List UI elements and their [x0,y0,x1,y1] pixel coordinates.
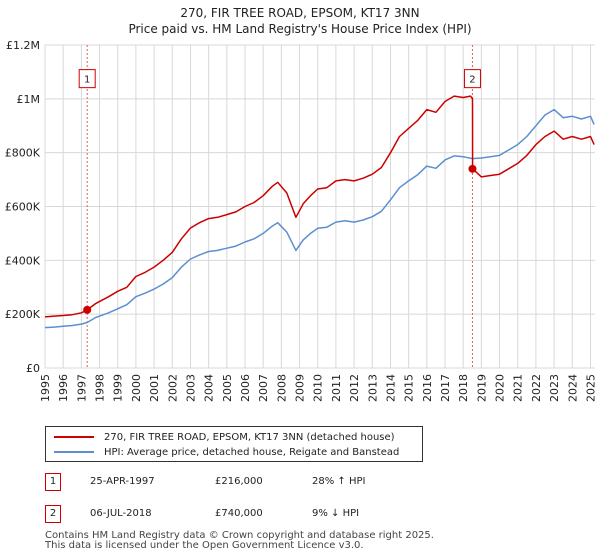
x-tick-label: 1995 [39,374,52,402]
legend: 270, FIR TREE ROAD, EPSOM, KT17 3NN (det… [45,426,423,462]
x-tick-label: 2014 [384,374,397,402]
x-tick-label: 2005 [221,374,234,402]
y-tick-label: £1M [17,93,41,106]
sale-point [83,305,92,314]
x-tick-label: 2024 [566,374,579,402]
y-tick-label: £600K [5,201,41,214]
x-tick-label: 2013 [366,374,379,402]
x-tick-label: 2002 [166,374,179,402]
legend-swatch-price [54,436,94,438]
legend-item-hpi: HPI: Average price, detached house, Reig… [54,445,399,459]
transaction-hpi: 9% ↓ HPI [312,508,360,519]
transaction-row: 1 25-APR-1997 £216,000 28% ↑ HPI [45,473,585,493]
x-tick-label: 2003 [184,374,197,402]
x-tick-label: 2018 [457,374,470,402]
series-layer [44,95,595,329]
sale-marker-label: 1 [84,75,90,86]
legend-swatch-hpi [54,451,94,453]
y-tick-label: £1.2M [6,39,40,52]
x-tick-label: 2022 [530,374,543,402]
sale-marker-label: 2 [469,75,475,86]
legend-item-price: 270, FIR TREE ROAD, EPSOM, KT17 3NN (det… [54,430,395,444]
legend-label-price: 270, FIR TREE ROAD, EPSOM, KT17 3NN (det… [104,431,395,443]
x-tick-label: 2008 [275,374,288,402]
chart-subtitle: Price paid vs. HM Land Registry's House … [128,22,472,36]
transaction-price: £740,000 [215,508,263,519]
x-tick-label: 2012 [348,374,361,402]
chart-title-line: 270, FIR TREE ROAD, EPSOM, KT17 3NN [180,6,420,20]
y-tick-label: £400K [5,254,41,267]
x-tick-label: 2023 [548,374,561,402]
x-tick-label: 2004 [203,374,216,402]
axis-layer: £0 £200K £400K £600K £800K £1M £1.2M 1995 1996 19… [5,39,598,402]
footer-line-2: This data is licensed under the Open Gov… [45,540,364,551]
y-tick-label: £200K [5,308,41,321]
x-tick-label: 1996 [57,374,70,402]
sale-point [468,164,477,173]
transaction-price: £216,000 [215,476,263,487]
x-tick-label: 2025 [584,374,597,402]
x-tick-label: 2000 [130,374,143,402]
chart-title: 270, FIR TREE ROAD, EPSOM, KT17 3NN Pric… [0,5,600,37]
x-tick-label: 2020 [494,374,507,402]
x-tick-label: 2006 [239,374,252,402]
x-tick-label: 2017 [439,374,452,402]
transaction-row: 2 06-JUL-2018 £740,000 9% ↓ HPI [45,505,585,525]
x-tick-label: 2011 [330,374,343,402]
footer: Contains HM Land Registry data © Crown c… [45,531,434,551]
x-tick-label: 2019 [475,374,488,402]
x-tick-label: 2010 [312,374,325,402]
x-tick-label: 1999 [112,374,125,402]
x-tick-label: 2009 [294,374,307,402]
x-tick-label: 2015 [403,374,416,402]
transaction-date: 25-APR-1997 [90,476,155,487]
x-tick-label: 2016 [421,374,434,402]
transaction-date: 06-JUL-2018 [90,508,152,519]
grid-layer [44,44,595,369]
transaction-badge: 2 [45,505,61,523]
transaction-hpi: 28% ↑ HPI [312,476,366,487]
hpi-line [44,108,595,329]
x-tick-label: 1998 [94,374,107,402]
x-tick-label: 2021 [512,374,525,402]
sale-marker-box [463,69,481,89]
legend-label-hpi: HPI: Average price, detached house, Reig… [104,446,400,458]
footer-line-1: Contains HM Land Registry data © Crown c… [45,530,434,541]
x-tick-label: 2007 [257,374,270,402]
y-tick-label: £800K [5,147,41,160]
x-tick-label: 1997 [75,374,88,402]
y-tick-label: £0 [26,362,40,375]
price-paid-line [44,95,595,318]
transaction-badge: 1 [45,473,61,491]
x-tick-label: 2001 [148,374,161,402]
sale-marker-box [78,69,96,89]
